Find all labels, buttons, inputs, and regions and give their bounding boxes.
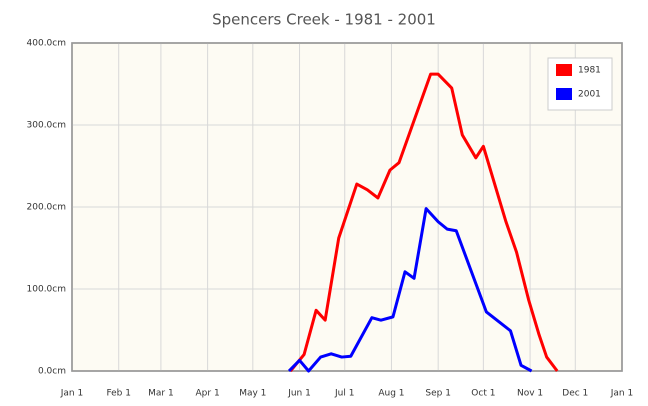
legend-swatch	[556, 64, 572, 76]
x-tick-label: Mar 1	[148, 389, 174, 399]
y-tick-label: 0.0cm	[38, 367, 66, 377]
series-line	[289, 72, 559, 372]
y-tick-label: 300.0cm	[27, 121, 66, 131]
x-tick-label: May 1	[239, 389, 266, 399]
x-tick-label: Dec 1	[562, 389, 588, 399]
legend-label: 2001	[578, 90, 601, 100]
series-line	[287, 207, 533, 373]
x-tick-label: Sep 1	[425, 389, 451, 399]
x-tick-label: Jan 1	[610, 389, 633, 399]
y-tick-label: 100.0cm	[27, 285, 66, 295]
x-tick-label: Feb 1	[106, 389, 131, 399]
y-tick-label: 200.0cm	[27, 203, 66, 213]
legend-swatch	[556, 88, 572, 100]
plot-area	[71, 42, 623, 372]
y-tick-label: 400.0cm	[27, 39, 66, 49]
x-tick-label: Aug 1	[378, 389, 404, 399]
x-tick-label: Nov 1	[517, 389, 543, 399]
legend: 1981 2001	[547, 57, 613, 111]
x-tick-label: Jun 1	[287, 389, 311, 399]
x-tick-label: Jul 1	[334, 389, 354, 399]
x-tick-label: Oct 1	[471, 389, 495, 399]
x-tick-label: Apr 1	[196, 389, 220, 399]
legend-label: 1981	[578, 66, 601, 76]
chart-title: Spencers Creek - 1981 - 2001	[212, 11, 436, 29]
x-tick-label: Jan 1	[60, 389, 83, 399]
